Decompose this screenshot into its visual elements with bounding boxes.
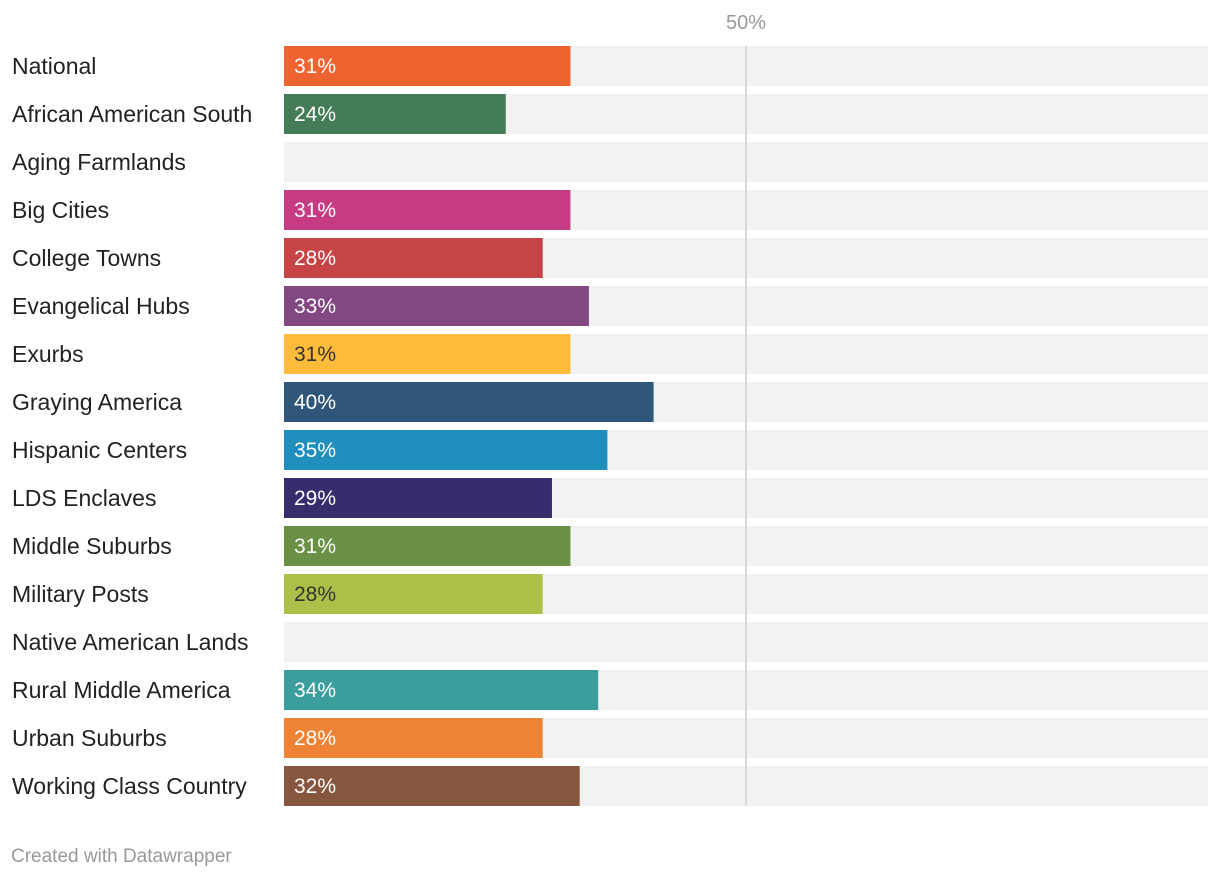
- category-label: Urban Suburbs: [12, 725, 167, 751]
- bar: [284, 670, 599, 710]
- bar-row-big-cities: Big Cities 31%: [12, 190, 1208, 230]
- bar-row-rural-middle-america: Rural Middle America 34%: [12, 670, 1208, 710]
- bar-row-african-american-south: African American South 24%: [12, 94, 1208, 134]
- value-label: 28%: [294, 583, 336, 606]
- bar-row-exurbs: Exurbs 31%: [12, 334, 1208, 374]
- bar-row-hispanic-centers: Hispanic Centers 35%: [12, 430, 1208, 470]
- value-label: 28%: [294, 247, 336, 270]
- reference-line-label: 50%: [726, 12, 766, 34]
- value-label: 35%: [294, 439, 336, 462]
- category-label: Hispanic Centers: [12, 437, 187, 463]
- bar: [284, 190, 571, 230]
- value-label: 31%: [294, 199, 336, 222]
- bar: [284, 766, 580, 806]
- bar: [284, 382, 654, 422]
- category-label: Big Cities: [12, 197, 109, 223]
- bar: [284, 334, 571, 374]
- bar: [284, 46, 571, 86]
- category-label: Exurbs: [12, 341, 84, 367]
- value-label: 24%: [294, 103, 336, 126]
- bar-row-graying-america: Graying America 40%: [12, 382, 1208, 422]
- bar: [284, 718, 543, 758]
- bar: [284, 526, 571, 566]
- bar-row-lds-enclaves: LDS Enclaves 29%: [12, 478, 1208, 518]
- category-label: National: [12, 53, 96, 79]
- category-label: LDS Enclaves: [12, 485, 156, 511]
- bar: [284, 286, 589, 326]
- value-label: 28%: [294, 727, 336, 750]
- category-label: Military Posts: [12, 581, 149, 607]
- chart-rows: National 31% African American South 24% Agin…: [12, 46, 1208, 806]
- bar: [284, 238, 543, 278]
- category-label: Rural Middle America: [12, 677, 231, 703]
- category-label: College Towns: [12, 245, 161, 271]
- bar-row-urban-suburbs: Urban Suburbs 28%: [12, 718, 1208, 758]
- bar: [284, 430, 608, 470]
- bar: [284, 94, 506, 134]
- category-label: Working Class Country: [12, 773, 247, 799]
- value-label: 33%: [294, 295, 336, 318]
- category-label: Middle Suburbs: [12, 533, 172, 559]
- bar-row-military-posts: Military Posts 28%: [12, 574, 1208, 614]
- bar-row-middle-suburbs: Middle Suburbs 31%: [12, 526, 1208, 566]
- value-label: 34%: [294, 679, 336, 702]
- value-label: 31%: [294, 535, 336, 558]
- value-label: 31%: [294, 55, 336, 78]
- bar-row-college-towns: College Towns 28%: [12, 238, 1208, 278]
- value-label: 31%: [294, 343, 336, 366]
- bar: [284, 478, 552, 518]
- bar-row-native-american-lands: Native American Lands: [12, 622, 1208, 662]
- bar-row-working-class-country: Working Class Country 32%: [12, 766, 1208, 806]
- bar-row-national: National 31%: [12, 46, 1208, 86]
- bar: [284, 574, 543, 614]
- category-label: African American South: [12, 101, 252, 127]
- datawrapper-credit: Created with Datawrapper: [11, 846, 232, 867]
- category-label: Native American Lands: [12, 629, 249, 655]
- category-label: Evangelical Hubs: [12, 293, 190, 319]
- reference-line-group: 50%: [726, 12, 766, 806]
- value-label: 29%: [294, 487, 336, 510]
- value-label: 32%: [294, 775, 336, 798]
- bar-row-aging-farmlands: Aging Farmlands: [12, 142, 1208, 182]
- category-label: Aging Farmlands: [12, 149, 186, 175]
- value-label: 40%: [294, 391, 336, 414]
- bar-row-evangelical-hubs: Evangelical Hubs 33%: [12, 286, 1208, 326]
- category-label: Graying America: [12, 389, 182, 415]
